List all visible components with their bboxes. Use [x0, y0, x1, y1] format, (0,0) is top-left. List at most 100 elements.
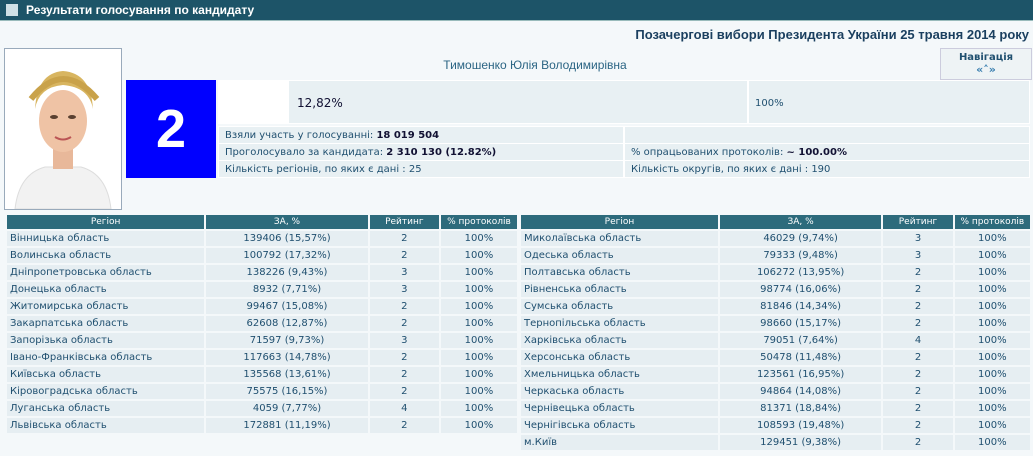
region: Закарпатська область: [7, 316, 205, 331]
votes: 79333 (9,48%): [719, 248, 882, 263]
region: Львівська область: [7, 418, 205, 433]
protocols: 100%: [440, 282, 517, 297]
votes: 71597 (9,73%): [206, 333, 368, 348]
votes: 81846 (14,34%): [719, 299, 882, 314]
protocols: 100%: [440, 299, 517, 314]
table-row: Івано-Франківська область 117663 (14,78%)…: [7, 350, 517, 365]
votes: 135568 (13,61%): [206, 367, 368, 382]
rating: 2: [883, 367, 953, 382]
processed-value: ~ 100.00%: [786, 147, 847, 158]
election-title: Позачергові вибори Президента України 25…: [635, 27, 1029, 42]
votes: 139406 (15,57%): [206, 231, 368, 246]
rating: 2: [883, 282, 953, 297]
votes: 81371 (18,84%): [719, 401, 882, 416]
rating: 2: [883, 265, 953, 280]
protocols: 100%: [440, 350, 517, 365]
protocols: 100%: [440, 333, 517, 348]
table-row: Запорізька область 71597 (9,73%) 3 100%: [7, 333, 517, 348]
region: Черкаська область: [521, 384, 718, 399]
protocols: 100%: [954, 367, 1030, 382]
candidate-name: Тимошенко Юлія Володимирівна: [443, 58, 627, 72]
rating: 2: [369, 418, 439, 433]
votes-label: Проголосувало за кандидата:: [225, 147, 384, 158]
districts-count: Кількість округів, по яких є дані : 190: [624, 160, 1030, 178]
rating: 3: [369, 333, 439, 348]
navigation-label: Навігація: [958, 52, 1014, 63]
region: Дніпропетровська область: [7, 265, 205, 280]
column-header: Рейтинг: [369, 215, 439, 229]
table-row: м.Київ 129451 (9,38%) 2 100%: [521, 435, 1030, 450]
votes: 79051 (7,64%): [719, 333, 882, 348]
votes-value: 2 310 130 (12.82%): [386, 147, 497, 158]
region: Чернігівська область: [521, 418, 718, 433]
processed-label: % опрацьованих протоколів:: [631, 147, 784, 158]
turnout-label: Взяли участь у голосуванні:: [225, 130, 374, 141]
region: Тернопільська область: [521, 316, 718, 331]
protocols: 100%: [954, 316, 1030, 331]
table-row: Тернопільська область 98660 (15,17%) 2 100%: [521, 316, 1030, 331]
rating: 3: [369, 265, 439, 280]
votes: 75575 (16,15%): [206, 384, 368, 399]
region: Вінницька область: [7, 231, 205, 246]
table-row: Волинська область 100792 (17,32%) 2 100%: [7, 248, 517, 263]
table-row: Херсонська область 50478 (11,48%) 2 100%: [521, 350, 1030, 365]
protocols: 100%: [954, 418, 1030, 433]
region: Чернівецька область: [521, 401, 718, 416]
region: Луганська область: [7, 401, 205, 416]
protocols: 100%: [954, 248, 1030, 263]
table-row: Одеська область 79333 (9,48%) 3 100%: [521, 248, 1030, 263]
rating: 2: [369, 350, 439, 365]
rating: 2: [369, 316, 439, 331]
rating: 2: [883, 316, 953, 331]
rating: 3: [883, 248, 953, 263]
votes: 8932 (7,71%): [206, 282, 368, 297]
votes: 117663 (14,78%): [206, 350, 368, 365]
table-row: Закарпатська область 62608 (12,87%) 2 100%: [7, 316, 517, 331]
protocols: 100%: [954, 350, 1030, 365]
region: м.Київ: [521, 435, 718, 450]
region: Хмельницька область: [521, 367, 718, 382]
results-table: Регіон ЗА, % Рейтинг% протоколів Миколаївсь…: [519, 213, 1032, 452]
region: Житомирська область: [7, 299, 205, 314]
protocols: 100%: [954, 435, 1030, 450]
votes: 172881 (11,19%): [206, 418, 368, 433]
votes: 123561 (16,95%): [719, 367, 882, 382]
protocols: 100%: [440, 401, 517, 416]
column-header: % протоколів: [440, 215, 517, 229]
table-row: Черкаська область 94864 (14,08%) 2 100%: [521, 384, 1030, 399]
region: Полтавська область: [521, 265, 718, 280]
protocols: 100%: [954, 299, 1030, 314]
rating: 2: [883, 401, 953, 416]
region: Одеська область: [521, 248, 718, 263]
table-row: Вінницька область 139406 (15,57%) 2 100%: [7, 231, 517, 246]
turnout: Взяли участь у голосуванні: 18 019 504: [218, 126, 624, 144]
protocols: 100%: [954, 265, 1030, 280]
table-row: Кіровоградська область 75575 (16,15%) 2 100…: [7, 384, 517, 399]
table-row: Миколаївська область 46029 (9,74%) 3 100%: [521, 231, 1030, 246]
header-row: Регіон ЗА, % Рейтинг% протоколів: [521, 215, 1030, 229]
votes: 108593 (19,48%): [719, 418, 882, 433]
rating: 2: [369, 299, 439, 314]
rating: 2: [369, 384, 439, 399]
votes: 138226 (9,43%): [206, 265, 368, 280]
table-row: Чернівецька область 81371 (18,84%) 2 100%: [521, 401, 1030, 416]
navigation[interactable]: Навігація «˄»: [940, 48, 1032, 80]
region: Херсонська область: [521, 350, 718, 365]
rating: 4: [883, 333, 953, 348]
region: Волинська область: [7, 248, 205, 263]
table-row: Хмельницька область 123561 (16,95%) 2 100%: [521, 367, 1030, 382]
rating: 4: [369, 401, 439, 416]
candidate-number: 2: [126, 80, 216, 178]
rating: 3: [883, 231, 953, 246]
rating: 2: [369, 248, 439, 263]
protocols: 100%: [440, 316, 517, 331]
table-row: Сумська область 81846 (14,34%) 2 100%: [521, 299, 1030, 314]
region: Івано-Франківська область: [7, 350, 205, 365]
rating: 2: [369, 231, 439, 246]
table-row: Харківська область 79051 (7,64%) 4 100%: [521, 333, 1030, 348]
votes: 62608 (12,87%): [206, 316, 368, 331]
rating: 2: [883, 299, 953, 314]
table-row: Львівська область 172881 (11,19%) 2 100%: [7, 418, 517, 433]
table-row: Житомирська область 99467 (15,08%) 2 100%: [7, 299, 517, 314]
